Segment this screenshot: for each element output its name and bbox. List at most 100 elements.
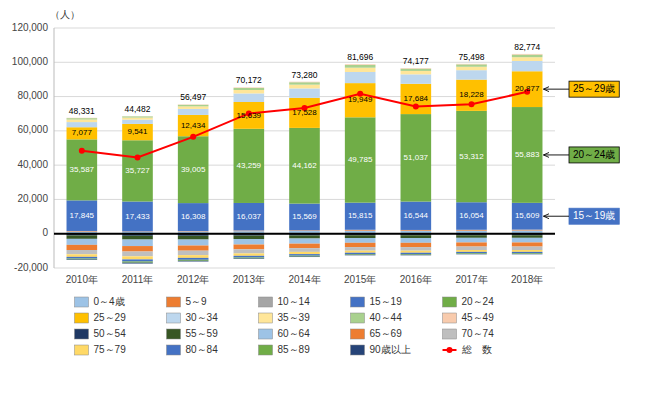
data-label: 15,639 (237, 111, 262, 120)
bar-segment (122, 124, 153, 140)
bar-segment (178, 260, 209, 262)
total-line (82, 92, 527, 158)
x-tick-label: 2013年 (233, 274, 265, 285)
bar-segment (122, 262, 153, 264)
bar-segment (67, 200, 98, 231)
legend-swatch (259, 345, 273, 355)
bar-segment (401, 247, 432, 251)
bar-segment (345, 83, 376, 117)
bar-segment (122, 118, 153, 120)
total-label: 48,331 (69, 106, 95, 116)
y-tick-label: 120,000 (12, 22, 49, 33)
bar-segment (456, 238, 487, 243)
bar-segment (345, 253, 376, 254)
bar-segment (456, 253, 487, 255)
legend-label: 0～4歳 (94, 296, 125, 307)
bar-segment (345, 72, 376, 83)
lines (79, 89, 530, 161)
total-label: 75,498 (459, 52, 485, 62)
bar-segment (345, 238, 376, 243)
data-label: 15,815 (348, 211, 373, 220)
bar-segment (456, 250, 487, 252)
legend-swatch (167, 345, 181, 355)
annotation-arrow (543, 216, 569, 217)
bar-segment (401, 202, 432, 230)
bar-segment (289, 256, 320, 258)
bar-segment (345, 64, 376, 66)
legend-label: 85～89 (278, 344, 311, 355)
y-tick-label: -20,000 (14, 262, 48, 273)
bar-segment (456, 202, 487, 230)
bar-segment (289, 81, 320, 83)
x-tick-label: 2014年 (288, 274, 320, 285)
bar-segment (234, 258, 265, 260)
bar-segment (512, 247, 543, 250)
bar-segment (122, 246, 153, 251)
bar-segment (122, 116, 153, 117)
data-label: 44,162 (292, 161, 317, 170)
legend-swatch (443, 313, 457, 323)
bar-segment (456, 64, 487, 66)
legend-label: 90歳以上 (370, 344, 411, 355)
bar-segment (345, 254, 376, 256)
legend-swatch (443, 329, 457, 339)
bar-segment (122, 120, 153, 124)
zero-line (54, 233, 555, 235)
data-label: 20,877 (515, 84, 540, 93)
y-tick-label: 0 (42, 227, 48, 238)
bar-segment (456, 247, 487, 250)
bar-segment (122, 252, 153, 257)
bar-segment (512, 253, 543, 255)
bar-segment (122, 259, 153, 261)
y-tick-label: 60,000 (17, 124, 48, 135)
bar-segment (345, 251, 376, 253)
bar-segment (512, 71, 543, 107)
bar-segment (289, 239, 320, 244)
bar-segment (67, 259, 98, 261)
x-tick-label: 2010年 (66, 274, 98, 285)
bar-segment (345, 247, 376, 251)
y-tick-label: 80,000 (17, 90, 48, 101)
annotation-arrow (543, 154, 569, 155)
grid-line (54, 62, 555, 63)
legend-label: 80～84 (186, 344, 219, 355)
data-label: 17,433 (125, 212, 150, 221)
legend-swatch (351, 313, 365, 323)
line-marker (413, 104, 419, 110)
bar-segment (122, 256, 153, 259)
legend-swatch (259, 313, 273, 323)
bar-segment (234, 239, 265, 244)
line-marker (190, 134, 196, 140)
x-tick-label: 2018年 (511, 274, 543, 285)
bar-segment (456, 242, 487, 246)
bar-segment (512, 53, 543, 55)
bar-segment (234, 257, 265, 259)
annotation-box (569, 147, 619, 163)
x-axis: 2010年2011年2012年2013年2014年2015年2016年2017年… (66, 274, 544, 285)
bar-segment (512, 238, 543, 243)
bar-segment (401, 251, 432, 253)
bar-segment (401, 253, 432, 254)
bar-segment (401, 71, 432, 74)
bar-segment (289, 98, 320, 128)
bar-segment (345, 203, 376, 230)
legend-label: 40～44 (370, 312, 403, 323)
bar-segment (456, 253, 487, 254)
annotation-box (569, 208, 619, 224)
x-tick-label: 2017年 (455, 274, 487, 285)
data-label: 15,569 (292, 212, 317, 221)
bar-segment (122, 202, 153, 232)
grid-line (54, 28, 555, 29)
legend-label: 25～29 (94, 312, 127, 323)
bar-segment (178, 236, 209, 240)
bar-segment (289, 204, 320, 231)
bar-segment (401, 84, 432, 114)
annotation-text: 15～19歳 (573, 210, 615, 221)
bar-segment (234, 87, 265, 89)
legend: 0～4歳5～910～1415～1920～2425～2930～3435～3940～… (75, 296, 495, 355)
legend-label: 10～14 (278, 296, 311, 307)
bar-segment (456, 80, 487, 111)
x-tick-label: 2012年 (177, 274, 209, 285)
legend-marker (447, 347, 453, 353)
legend-swatch (75, 313, 89, 323)
